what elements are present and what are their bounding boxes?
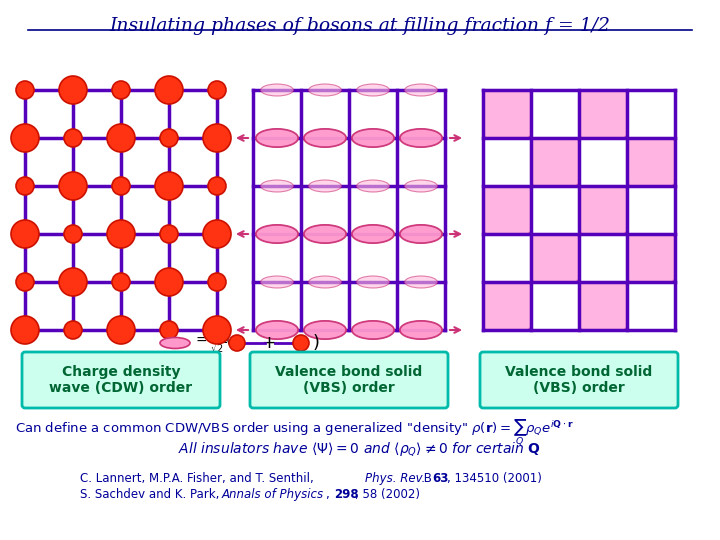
Text: Phys. Rev.: Phys. Rev. <box>365 472 426 485</box>
Circle shape <box>203 220 231 248</box>
FancyBboxPatch shape <box>22 352 220 408</box>
Circle shape <box>112 177 130 195</box>
Circle shape <box>11 220 39 248</box>
Ellipse shape <box>256 321 298 339</box>
FancyBboxPatch shape <box>250 352 448 408</box>
FancyBboxPatch shape <box>531 234 579 282</box>
Ellipse shape <box>261 180 293 192</box>
Ellipse shape <box>405 84 437 96</box>
Ellipse shape <box>352 129 394 147</box>
Ellipse shape <box>405 276 437 288</box>
FancyBboxPatch shape <box>483 282 531 330</box>
Circle shape <box>208 177 226 195</box>
FancyBboxPatch shape <box>483 90 531 138</box>
Circle shape <box>16 81 34 99</box>
Text: Charge density
wave (CDW) order: Charge density wave (CDW) order <box>50 365 192 395</box>
FancyBboxPatch shape <box>579 90 627 138</box>
Ellipse shape <box>304 129 346 147</box>
Text: 63: 63 <box>432 472 449 485</box>
Ellipse shape <box>356 180 390 192</box>
Ellipse shape <box>304 321 346 339</box>
Circle shape <box>155 268 183 296</box>
Circle shape <box>59 76 87 104</box>
Ellipse shape <box>160 338 190 348</box>
FancyBboxPatch shape <box>579 186 627 234</box>
Circle shape <box>107 220 135 248</box>
Circle shape <box>112 81 130 99</box>
Circle shape <box>203 124 231 152</box>
Circle shape <box>107 316 135 344</box>
Text: 298: 298 <box>334 488 359 501</box>
Circle shape <box>155 172 183 200</box>
Circle shape <box>107 124 135 152</box>
Circle shape <box>59 268 87 296</box>
Ellipse shape <box>256 129 298 147</box>
Ellipse shape <box>256 225 298 243</box>
Text: , 134510 (2001): , 134510 (2001) <box>447 472 542 485</box>
FancyBboxPatch shape <box>480 352 678 408</box>
FancyBboxPatch shape <box>483 186 531 234</box>
Circle shape <box>155 76 183 104</box>
Text: $=\frac{1}{\sqrt{2}}($: $=\frac{1}{\sqrt{2}}($ <box>193 329 232 357</box>
Circle shape <box>11 316 39 344</box>
Ellipse shape <box>356 276 390 288</box>
Circle shape <box>64 225 82 243</box>
Circle shape <box>64 321 82 339</box>
Text: +: + <box>261 334 276 352</box>
FancyBboxPatch shape <box>627 138 675 186</box>
Ellipse shape <box>352 321 394 339</box>
Circle shape <box>229 335 245 351</box>
Text: S. Sachdev and K. Park,: S. Sachdev and K. Park, <box>80 488 223 501</box>
Text: Valence bond solid
(VBS) order: Valence bond solid (VBS) order <box>275 365 423 395</box>
FancyBboxPatch shape <box>627 234 675 282</box>
FancyBboxPatch shape <box>531 138 579 186</box>
Text: Annals of Physics: Annals of Physics <box>222 488 324 501</box>
Ellipse shape <box>309 84 341 96</box>
Text: ,: , <box>326 488 333 501</box>
Circle shape <box>293 335 309 351</box>
Circle shape <box>11 124 39 152</box>
Text: ): ) <box>313 334 320 352</box>
Circle shape <box>112 273 130 291</box>
Text: All insulators have $\langle\Psi\rangle=0$ and $\langle\rho_Q\rangle\neq 0$ for : All insulators have $\langle\Psi\rangle=… <box>179 440 541 458</box>
Circle shape <box>203 316 231 344</box>
Ellipse shape <box>352 225 394 243</box>
Circle shape <box>16 177 34 195</box>
Text: Can define a common CDW/VBS order using a generalized "density" $\rho(\mathbf{r}: Can define a common CDW/VBS order using … <box>15 418 574 448</box>
Circle shape <box>16 273 34 291</box>
Ellipse shape <box>309 276 341 288</box>
Ellipse shape <box>405 180 437 192</box>
Text: Valence bond solid
(VBS) order: Valence bond solid (VBS) order <box>505 365 652 395</box>
Ellipse shape <box>261 276 293 288</box>
Ellipse shape <box>400 129 442 147</box>
Circle shape <box>59 172 87 200</box>
Text: B: B <box>420 472 436 485</box>
Text: Insulating phases of bosons at filling fraction f = 1/2: Insulating phases of bosons at filling f… <box>109 17 611 35</box>
Ellipse shape <box>304 225 346 243</box>
Text: , 58 (2002): , 58 (2002) <box>355 488 420 501</box>
Ellipse shape <box>400 321 442 339</box>
Circle shape <box>208 273 226 291</box>
Circle shape <box>160 129 178 147</box>
Ellipse shape <box>309 180 341 192</box>
Circle shape <box>160 321 178 339</box>
Circle shape <box>160 225 178 243</box>
Ellipse shape <box>356 84 390 96</box>
Text: C. Lannert, M.P.A. Fisher, and T. Senthil,: C. Lannert, M.P.A. Fisher, and T. Senthi… <box>80 472 318 485</box>
FancyBboxPatch shape <box>579 282 627 330</box>
Circle shape <box>64 129 82 147</box>
Circle shape <box>208 81 226 99</box>
Ellipse shape <box>400 225 442 243</box>
Ellipse shape <box>261 84 293 96</box>
